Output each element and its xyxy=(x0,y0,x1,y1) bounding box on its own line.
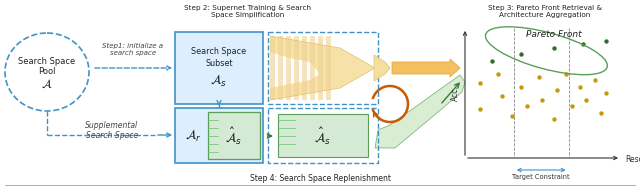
Text: $\mathcal{A}$: $\mathcal{A}$ xyxy=(41,78,52,90)
Point xyxy=(600,91,611,94)
Text: Step 3: Pareto Front Retrieval &
Architecture Aggregation: Step 3: Pareto Front Retrieval & Archite… xyxy=(488,5,602,18)
Text: Step1: initialize a
search space: Step1: initialize a search space xyxy=(102,43,163,56)
Point xyxy=(548,46,559,49)
Bar xyxy=(208,112,260,159)
Bar xyxy=(175,108,263,163)
Point xyxy=(596,111,606,114)
Text: $\mathcal{A}_r$: $\mathcal{A}_r$ xyxy=(184,128,202,144)
Bar xyxy=(175,32,263,104)
Bar xyxy=(326,36,331,100)
Text: Target Constraint: Target Constraint xyxy=(513,174,570,180)
Point xyxy=(486,59,497,62)
Point xyxy=(508,115,518,118)
Bar xyxy=(294,36,299,100)
Bar xyxy=(268,108,378,163)
Point xyxy=(522,105,532,108)
Bar xyxy=(302,36,307,100)
Point xyxy=(516,52,526,55)
Point xyxy=(475,81,485,84)
Point xyxy=(579,42,589,45)
Bar xyxy=(268,32,378,104)
Point xyxy=(600,40,611,43)
Bar xyxy=(278,114,368,157)
Text: Search Space: Search Space xyxy=(19,58,76,66)
Text: Supplemental: Supplemental xyxy=(85,121,139,131)
Polygon shape xyxy=(374,55,390,81)
Text: Resource: Resource xyxy=(625,155,640,165)
Polygon shape xyxy=(270,36,375,100)
Point xyxy=(561,72,571,75)
Polygon shape xyxy=(375,75,465,148)
Point xyxy=(492,72,502,75)
Point xyxy=(552,89,562,92)
Point xyxy=(534,76,544,79)
Point xyxy=(548,117,559,120)
Bar xyxy=(278,36,283,100)
Bar xyxy=(310,36,315,100)
Point xyxy=(475,107,485,110)
Point xyxy=(590,78,600,82)
Bar xyxy=(318,36,323,100)
Point xyxy=(581,98,591,101)
Point xyxy=(537,98,547,101)
Bar xyxy=(286,36,291,100)
Text: Search Space: Search Space xyxy=(191,48,246,56)
Point xyxy=(575,85,586,88)
Text: $\hat{\mathcal{A}}_s$: $\hat{\mathcal{A}}_s$ xyxy=(314,125,332,146)
Ellipse shape xyxy=(5,33,89,111)
Text: Pareto Front: Pareto Front xyxy=(526,30,582,39)
FancyArrow shape xyxy=(392,59,460,77)
Point xyxy=(497,94,507,97)
Point xyxy=(566,105,577,108)
Text: Acc.: Acc. xyxy=(451,85,460,101)
Text: $\mathcal{A}_s$: $\mathcal{A}_s$ xyxy=(211,73,228,89)
Point xyxy=(516,85,526,88)
Text: Step 4: Search Space Replenishment: Step 4: Search Space Replenishment xyxy=(250,174,390,183)
Text: Subset: Subset xyxy=(205,59,233,67)
Bar xyxy=(270,36,275,100)
Text: Step 2: Supernet Training & Search
Space Simplification: Step 2: Supernet Training & Search Space… xyxy=(184,5,312,18)
Text: Search Space: Search Space xyxy=(86,131,138,139)
Text: Pool: Pool xyxy=(38,67,56,77)
Text: $\hat{\mathcal{A}}_s$: $\hat{\mathcal{A}}_s$ xyxy=(225,125,243,146)
